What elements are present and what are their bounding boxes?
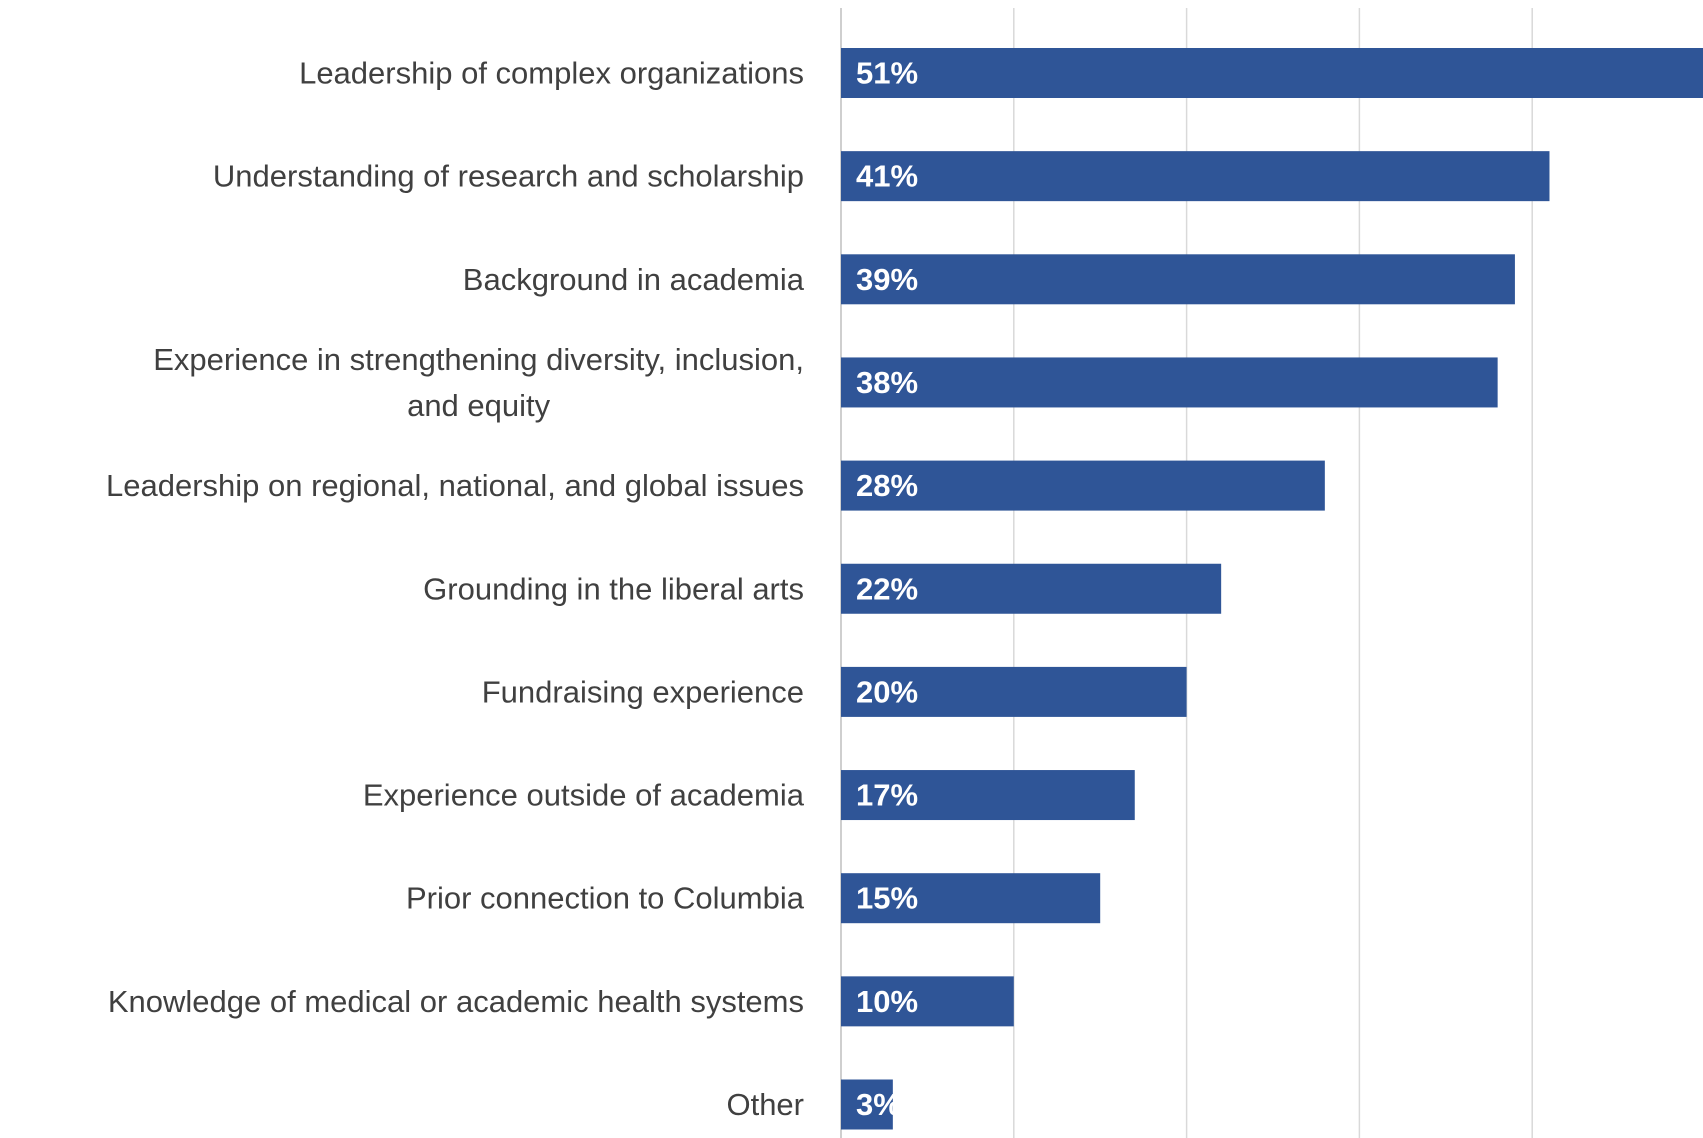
category-label-10: Other	[726, 1087, 804, 1122]
data-label-5: 22%	[856, 571, 918, 606]
bars	[841, 48, 1703, 1130]
category-label-9: Knowledge of medical or academic health …	[108, 984, 804, 1019]
data-label-8: 15%	[856, 881, 918, 916]
bar-2	[841, 254, 1515, 305]
data-label-3: 38%	[856, 365, 918, 400]
category-label-4: Leadership on regional, national, and gl…	[106, 468, 804, 503]
category-label-1: Understanding of research and scholarshi…	[213, 159, 804, 194]
data-label-7: 17%	[856, 778, 918, 813]
bar-0	[841, 48, 1703, 98]
data-label-10: 3%	[856, 1087, 901, 1122]
bar-5	[841, 563, 1222, 614]
category-label-0: Leadership of complex organizations	[299, 56, 804, 91]
data-label-6: 20%	[856, 674, 918, 709]
data-label-2: 39%	[856, 262, 918, 297]
category-label-7: Experience outside of academia	[363, 778, 805, 813]
bar-10	[841, 1079, 893, 1130]
category-label-2: Background in academia	[463, 262, 805, 297]
bar-1	[841, 151, 1550, 202]
data-label-1: 41%	[856, 159, 918, 194]
bar-9	[841, 976, 1014, 1027]
bar-7	[841, 770, 1135, 821]
category-labels: Leadership of complex organizations Under…	[106, 56, 805, 1123]
category-label-8: Prior connection to Columbia	[406, 881, 805, 916]
bar-8	[841, 873, 1101, 924]
bar-6	[841, 666, 1187, 717]
category-label-5: Grounding in the liberal arts	[423, 571, 804, 606]
data-labels: 51% 41% 39% 38% 28% 22% 20% 17% 15% 10% 3%	[856, 56, 918, 1123]
bar-3	[841, 357, 1498, 408]
data-label-4: 28%	[856, 468, 918, 503]
data-label-0: 51%	[856, 56, 918, 91]
category-label-3: Experience in strengthening diversity, i…	[153, 342, 804, 423]
category-label-6: Fundraising experience	[482, 674, 804, 709]
data-label-9: 10%	[856, 984, 918, 1019]
bar-4	[841, 460, 1325, 511]
